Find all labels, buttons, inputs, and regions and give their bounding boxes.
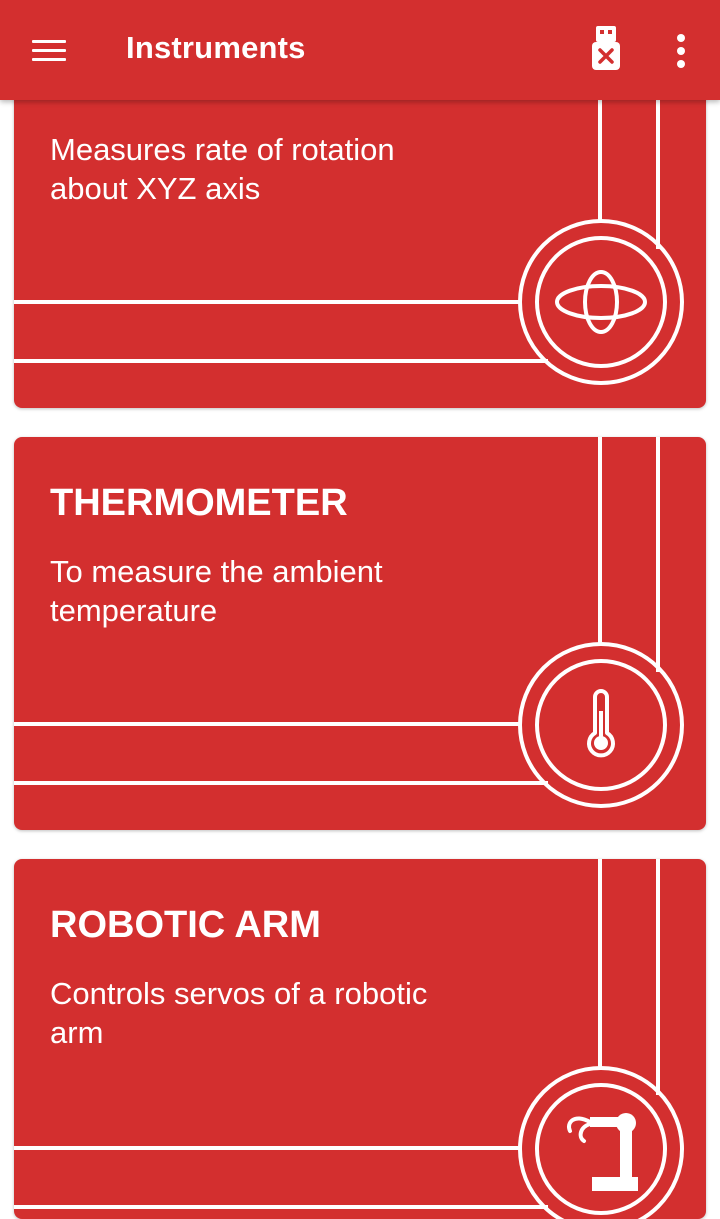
card-title: ROBOTIC ARM: [50, 904, 321, 946]
card-decoration: [14, 437, 684, 808]
card-description: To measure the ambient temperature: [50, 554, 383, 628]
instrument-card-robotic-arm[interactable]: ROBOTIC ARM Controls servos of a robotic…: [14, 859, 706, 1219]
thermometer-icon: [587, 689, 615, 758]
instrument-card-thermometer[interactable]: THERMOMETER To measure the ambient tempe…: [14, 437, 706, 830]
card-decoration: [14, 40, 684, 385]
robotic-arm-icon: [567, 1113, 638, 1191]
usb-disconnected-icon: [592, 26, 620, 70]
card-description: Measures rate of rotation about XYZ axis: [50, 132, 395, 206]
hamburger-menu-icon-line: [32, 49, 66, 52]
gyroscope-icon: [555, 270, 647, 334]
card-title: THERMOMETER: [50, 482, 348, 524]
hamburger-menu-icon-line: [32, 58, 66, 61]
app-bar: Instruments: [0, 0, 720, 100]
instrument-card-gyroscope[interactable]: Measures rate of rotation about XYZ axis: [14, 40, 706, 408]
menu-button[interactable]: [30, 36, 68, 64]
usb-status-button[interactable]: [586, 22, 626, 74]
card-description: Controls servos of a robotic arm: [50, 976, 428, 1050]
page-title: Instruments: [126, 30, 306, 65]
more-options-button[interactable]: [668, 32, 694, 70]
hamburger-menu-icon: [32, 40, 66, 43]
